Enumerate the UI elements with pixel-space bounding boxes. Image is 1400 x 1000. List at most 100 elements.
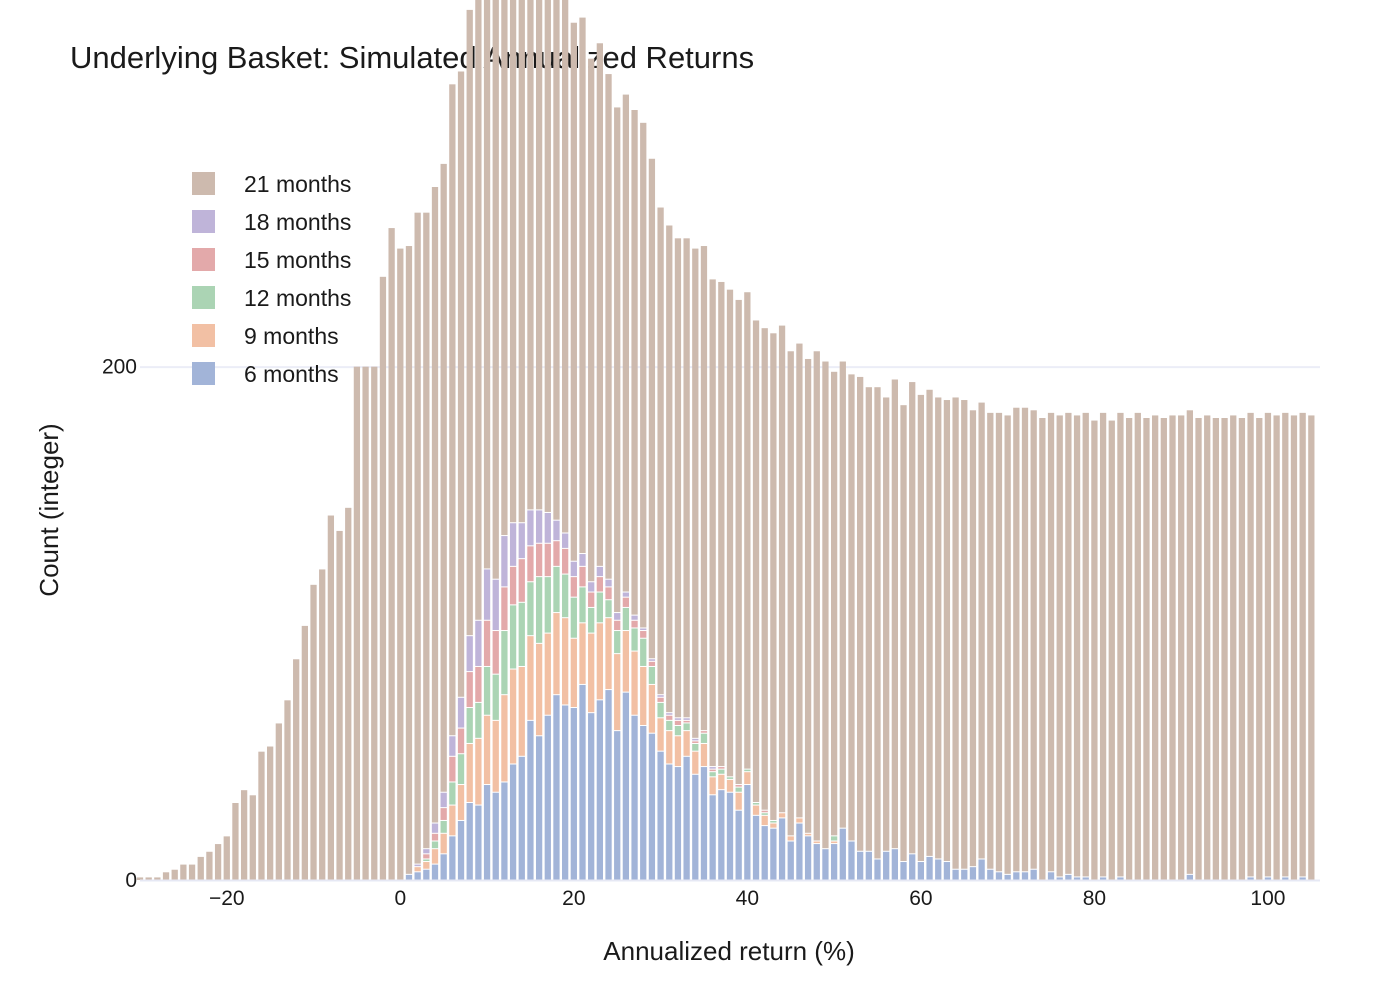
legend-swatch — [192, 210, 215, 233]
bar-21-months-2 — [154, 877, 161, 880]
legend-label: 12 months — [244, 285, 351, 311]
y-tick-label: 0 — [125, 869, 137, 892]
bar-12-months-35 — [726, 777, 734, 779]
legend-item-18-months[interactable]: 18 months — [192, 209, 351, 235]
bar-21-months-10 — [223, 836, 230, 880]
bar-12-months-31 — [692, 743, 699, 751]
bar-21-months-132 — [1282, 412, 1289, 877]
x-tick-label: 60 — [909, 887, 932, 910]
bar-15-months-15 — [553, 541, 560, 566]
bar-9-months-2 — [431, 849, 439, 864]
bar-12-months-29 — [674, 726, 682, 736]
bar-9-months-24 — [622, 631, 630, 692]
bar-6-months-0 — [405, 874, 413, 880]
bar-6-months-29 — [657, 751, 664, 880]
legend-item-9-months[interactable]: 9 months — [192, 323, 339, 349]
bar-18-months-2 — [431, 823, 439, 833]
bar-6-months-24 — [614, 731, 621, 880]
bar-21-months-40 — [483, 0, 491, 569]
bar-6-months-48 — [822, 849, 829, 880]
bar-6-months-59 — [917, 862, 925, 880]
bar-12-months-40 — [770, 820, 777, 823]
bar-12-months-10 — [509, 605, 517, 669]
legend-item-21-months[interactable]: 21 months — [192, 171, 351, 197]
bar-9-months-45 — [804, 833, 812, 836]
bar-21-months-11 — [232, 803, 239, 880]
bar-21-months-87 — [891, 379, 898, 849]
bar-6-months-55 — [883, 851, 890, 880]
bar-21-months-128 — [1247, 412, 1254, 877]
bar-21-months-49 — [562, 0, 569, 533]
bar-6-months-32 — [683, 756, 690, 880]
bar-18-months-19 — [579, 554, 586, 566]
bar-9-months-15 — [544, 633, 551, 715]
bar-15-months-31 — [692, 741, 699, 743]
bar-21-months-59 — [648, 158, 656, 659]
bar-12-months-25 — [640, 638, 647, 666]
bar-9-months-42 — [778, 813, 786, 818]
bar-12-months-18 — [579, 587, 586, 623]
bar-9-months-10 — [501, 695, 508, 782]
bar-21-months-120 — [1178, 415, 1185, 880]
bar-18-months-21 — [596, 566, 603, 577]
bar-6-months-15 — [535, 736, 543, 880]
bar-6-months-20 — [579, 684, 586, 880]
bar-6-months-64 — [961, 869, 968, 880]
bar-6-months-27 — [640, 726, 647, 880]
legend-item-12-months[interactable]: 12 months — [192, 285, 351, 311]
bar-6-months-52 — [857, 851, 864, 880]
bar-21-months-127 — [1238, 418, 1246, 880]
bar-9-months-37 — [735, 792, 742, 810]
bar-21-months-20 — [310, 584, 317, 880]
legend-item-15-months[interactable]: 15 months — [192, 247, 351, 273]
bar-6-months-68 — [995, 872, 1003, 880]
bar-21-months-122 — [1195, 418, 1202, 880]
bar-21-months-52 — [588, 58, 595, 582]
bar-6-months-9 — [483, 785, 491, 880]
bar-21-months-100 — [1004, 415, 1011, 874]
bar-12-months-9 — [501, 631, 508, 695]
bar-18-months-8 — [483, 569, 491, 620]
bar-9-months-43 — [787, 836, 794, 841]
bar-9-months-11 — [509, 669, 517, 764]
bar-6-months-4 — [440, 854, 447, 880]
bar-18-months-13 — [527, 510, 534, 546]
bar-21-months-56 — [622, 94, 630, 592]
bar-6-months-8 — [475, 805, 482, 880]
bar-15-months-32 — [700, 731, 708, 733]
bar-21-months-3 — [162, 872, 170, 880]
bar-12-months-36 — [735, 787, 742, 792]
bar-15-months-13 — [535, 543, 543, 577]
legend-label: 21 months — [244, 171, 351, 197]
legend-item-6-months[interactable]: 6 months — [192, 361, 339, 387]
bar-21-months-74 — [778, 325, 786, 813]
bar-21-months-53 — [596, 43, 603, 566]
bar-6-months-99 — [1264, 877, 1272, 880]
bar-21-months-42 — [501, 0, 508, 536]
bar-21-months-14 — [258, 751, 265, 880]
y-axis-title: Count (integer) — [34, 423, 64, 596]
bar-21-months-85 — [874, 387, 881, 859]
bar-9-months-3 — [440, 833, 447, 854]
bar-15-months-1 — [431, 833, 439, 841]
x-axis-title: Annualized return (%) — [603, 936, 854, 966]
bar-6-months-18 — [562, 705, 569, 880]
bar-6-months-5 — [449, 836, 456, 880]
bar-21-months-54 — [605, 74, 612, 579]
bar-15-months-19 — [588, 592, 595, 607]
legend[interactable]: 21 months 18 months 15 months 12 months 9 mo… — [192, 171, 351, 387]
bar-21-months-57 — [631, 110, 638, 615]
bar-6-months-40 — [752, 815, 760, 880]
bar-6-months-47 — [813, 844, 820, 880]
bar-15-months-2 — [440, 808, 447, 820]
bar-6-months-49 — [830, 844, 838, 880]
bar-21-months-19 — [301, 625, 308, 880]
bar-21-months-46 — [535, 0, 543, 510]
bar-15-months-27 — [657, 697, 664, 702]
bar-21-months-107 — [1065, 412, 1072, 874]
bar-6-months-50 — [839, 828, 846, 880]
bar-6-months-12 — [509, 764, 517, 880]
bar-12-months-20 — [596, 592, 603, 623]
bar-6-months-74 — [1047, 872, 1055, 880]
bar-15-months-20 — [596, 577, 603, 592]
